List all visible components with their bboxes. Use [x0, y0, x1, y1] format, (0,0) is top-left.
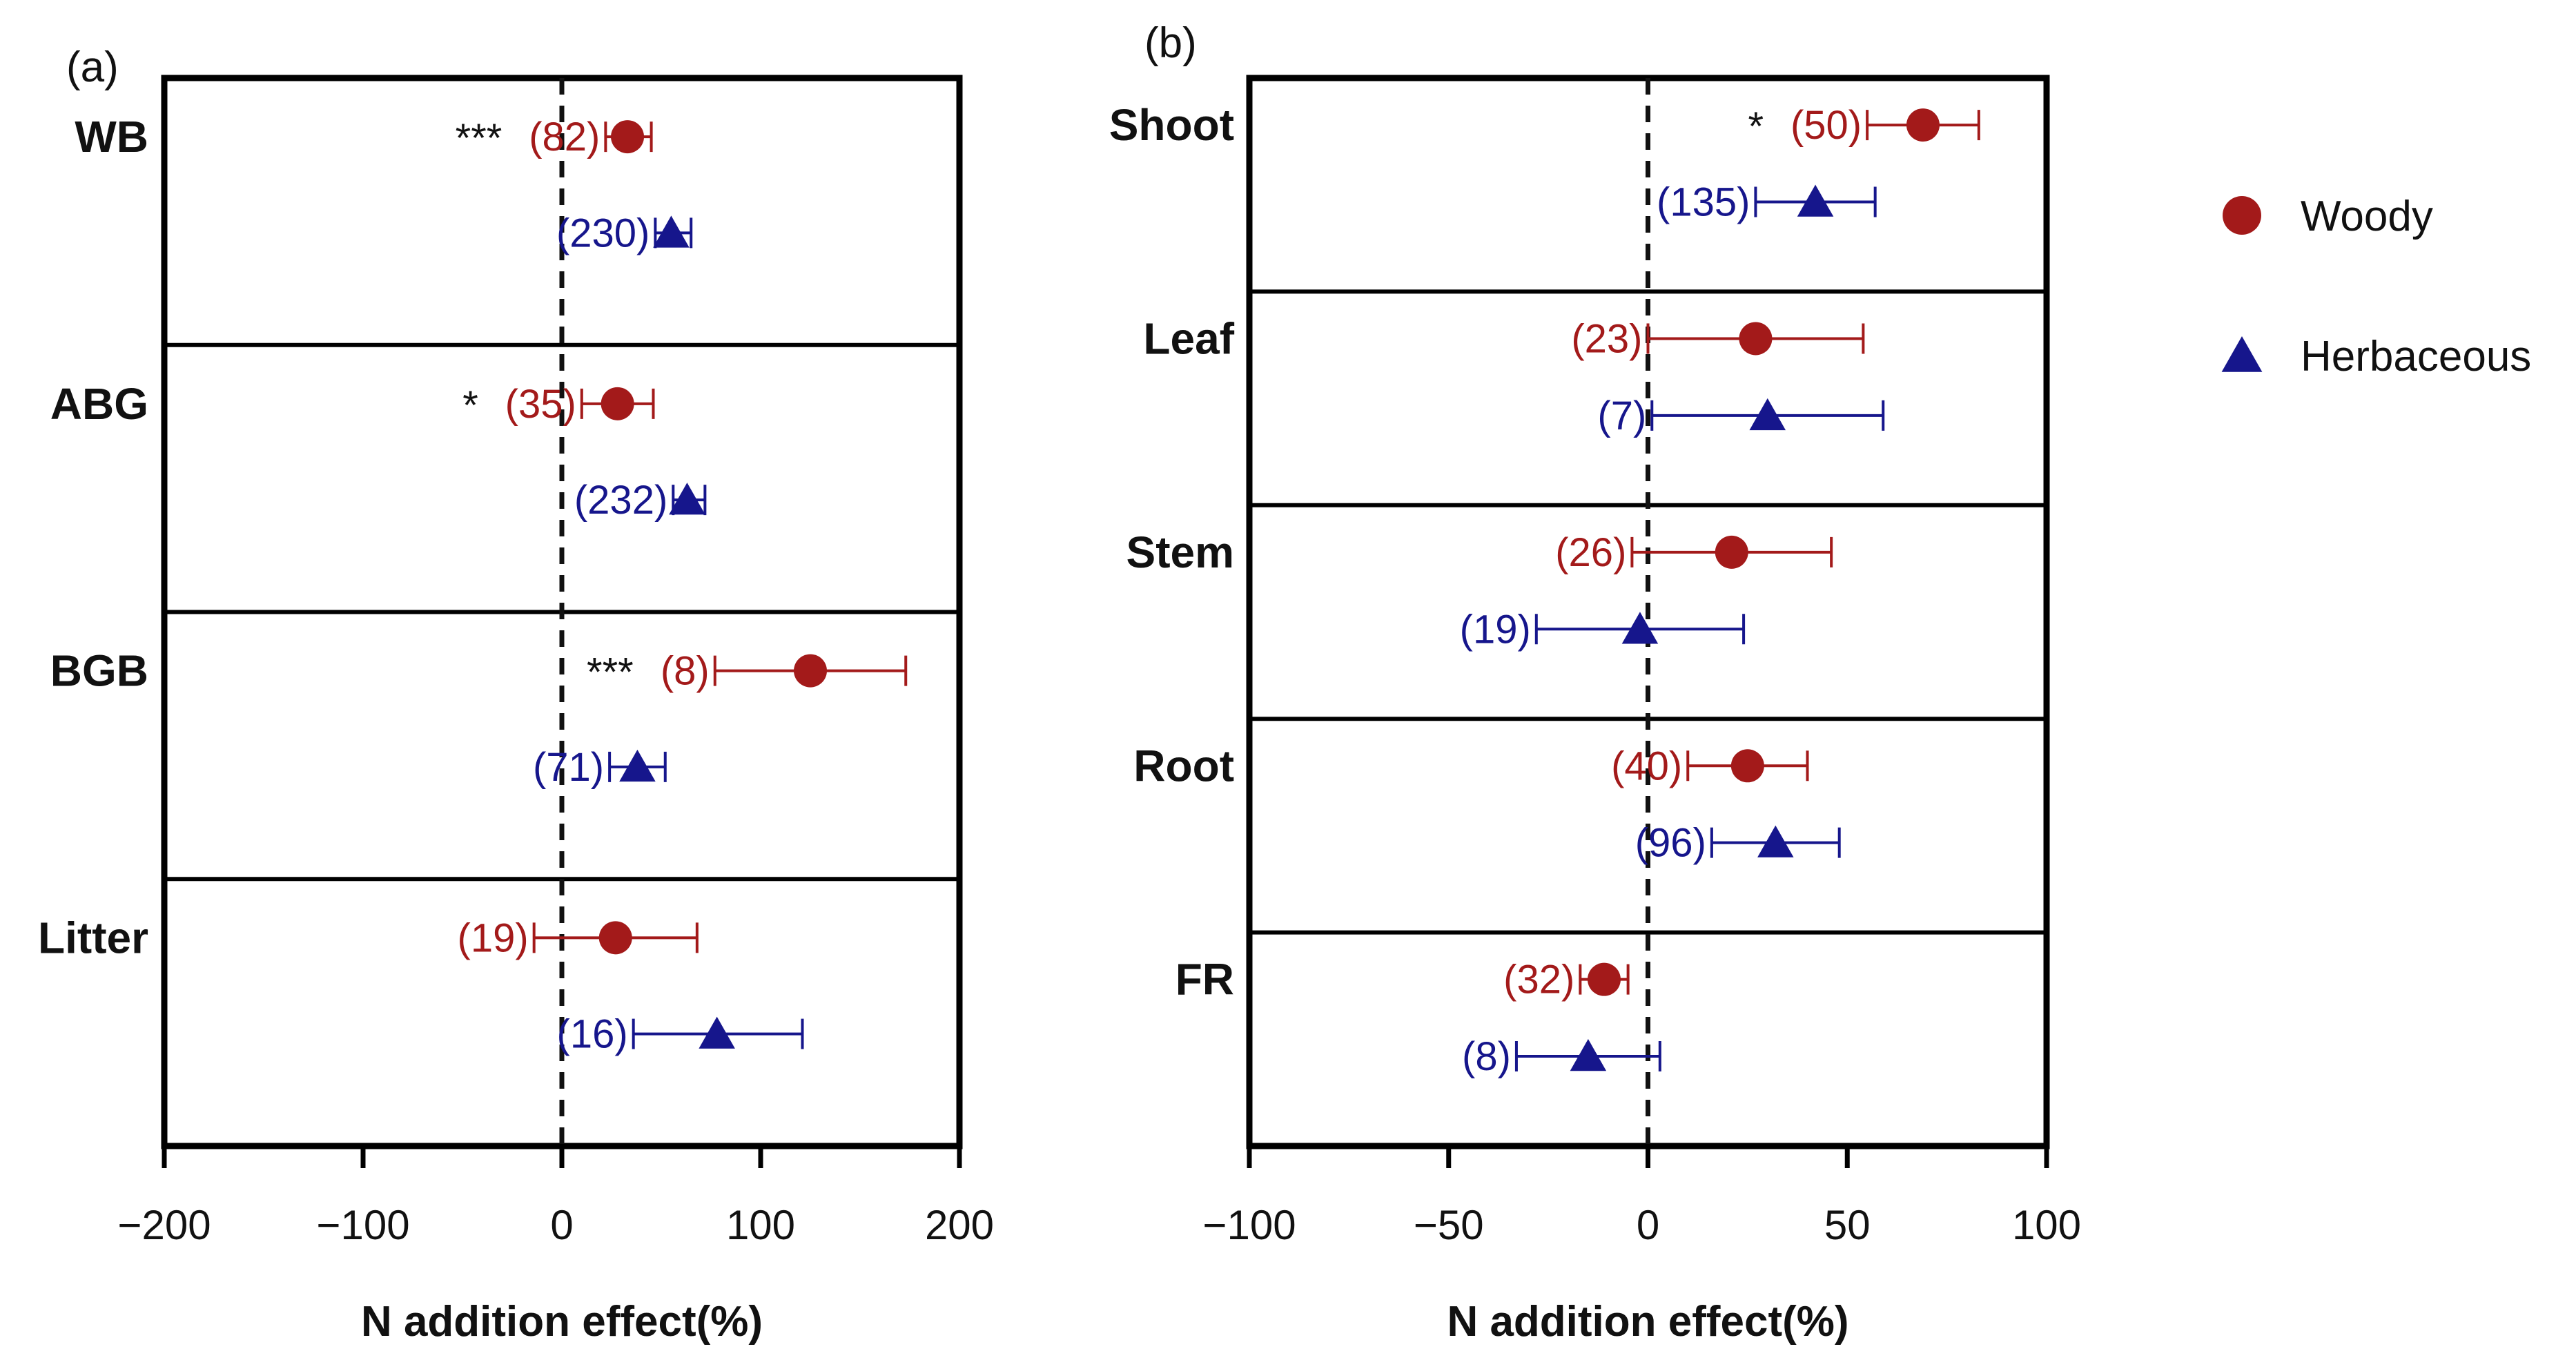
category-label: Shoot [1109, 100, 1234, 150]
x-tick-label: 0 [550, 1202, 573, 1248]
herbaceous-sample-size-label: (71) [533, 745, 604, 790]
herbaceous-mean-marker [699, 1016, 735, 1049]
woody-mean-marker [1587, 962, 1621, 996]
category-label: Litter [38, 913, 148, 962]
panel-letter: (b) [1144, 19, 1197, 67]
category-label: WB [75, 112, 148, 162]
herbaceous-mean-marker [669, 483, 705, 515]
x-tick-label: 100 [2012, 1202, 2081, 1248]
category-label: BGB [50, 646, 148, 696]
woody-mean-marker [1739, 322, 1773, 356]
herbaceous-sample-size-label: (232) [574, 478, 667, 523]
woody-mean-marker [598, 921, 632, 955]
woody-sample-size-label: (19) [458, 915, 529, 960]
herbaceous-sample-size-label: (7) [1597, 394, 1646, 438]
woody-mean-marker [601, 387, 634, 420]
herbaceous-mean-marker [619, 749, 656, 782]
legend: Woody Herbaceous [2221, 193, 2531, 380]
x-tick-label: 100 [726, 1202, 795, 1248]
panel-b: (b) −100 −50 0 50 100 N addition effect(%) Shoo… [1109, 19, 2081, 1346]
category-label: FR [1175, 955, 1234, 1004]
legend-herbaceous-label: Herbaceous [2301, 333, 2531, 380]
woody-mean-marker [1730, 749, 1764, 783]
category-label: ABG [50, 379, 148, 429]
category-label: Root [1133, 741, 1234, 790]
significance-label: *** [587, 650, 634, 695]
legend-woody-marker [2223, 196, 2261, 235]
woody-sample-size-label: (50) [1790, 103, 1862, 148]
woody-mean-marker [794, 654, 827, 688]
herbaceous-mean-marker [1757, 825, 1794, 857]
herbaceous-sample-size-label: (19) [1460, 607, 1531, 652]
significance-label: * [1748, 104, 1764, 149]
significance-label: * [462, 383, 478, 428]
herbaceous-sample-size-label: (96) [1635, 821, 1706, 866]
panel-letter: (a) [66, 43, 119, 91]
x-axis-title: N addition effect(%) [361, 1298, 763, 1346]
woody-sample-size-label: (23) [1571, 316, 1642, 361]
woody-sample-size-label: (82) [529, 115, 600, 159]
woody-sample-size-label: (40) [1611, 744, 1682, 788]
legend-herbaceous-marker [2221, 336, 2263, 372]
significance-label: *** [456, 116, 502, 161]
woody-mean-marker [1906, 108, 1940, 142]
woody-sample-size-label: (32) [1503, 958, 1574, 1002]
x-tick-label: −100 [1202, 1202, 1296, 1248]
woody-sample-size-label: (8) [661, 649, 710, 694]
panel-a: (a) −200 −100 0 100 200 N addition effect(%) WB… [38, 43, 994, 1346]
legend-woody-label: Woody [2301, 193, 2433, 240]
category-label: Stem [1126, 527, 1235, 577]
woody-sample-size-label: (26) [1555, 530, 1626, 575]
woody-sample-size-label: (35) [505, 382, 576, 427]
herbaceous-mean-marker [1749, 398, 1786, 431]
woody-mean-marker [1715, 535, 1748, 569]
herbaceous-mean-marker [653, 215, 690, 248]
x-tick-label: −100 [316, 1202, 409, 1248]
x-tick-label: −50 [1414, 1202, 1484, 1248]
herbaceous-mean-marker [1621, 612, 1659, 644]
herbaceous-sample-size-label: (8) [1462, 1034, 1511, 1079]
x-tick-label: −200 [117, 1202, 211, 1248]
herbaceous-sample-size-label: (230) [556, 211, 650, 255]
x-tick-label: 200 [925, 1202, 994, 1248]
herbaceous-sample-size-label: (135) [1657, 179, 1750, 224]
herbaceous-mean-marker [1797, 184, 1834, 217]
x-axis-title: N addition effect(%) [1447, 1298, 1848, 1346]
category-label: Leaf [1143, 313, 1234, 363]
woody-mean-marker [611, 120, 645, 154]
herbaceous-sample-size-label: (16) [557, 1012, 628, 1057]
herbaceous-mean-marker [1570, 1039, 1607, 1071]
x-tick-label: 0 [1637, 1202, 1659, 1248]
x-tick-label: 50 [1824, 1202, 1871, 1248]
